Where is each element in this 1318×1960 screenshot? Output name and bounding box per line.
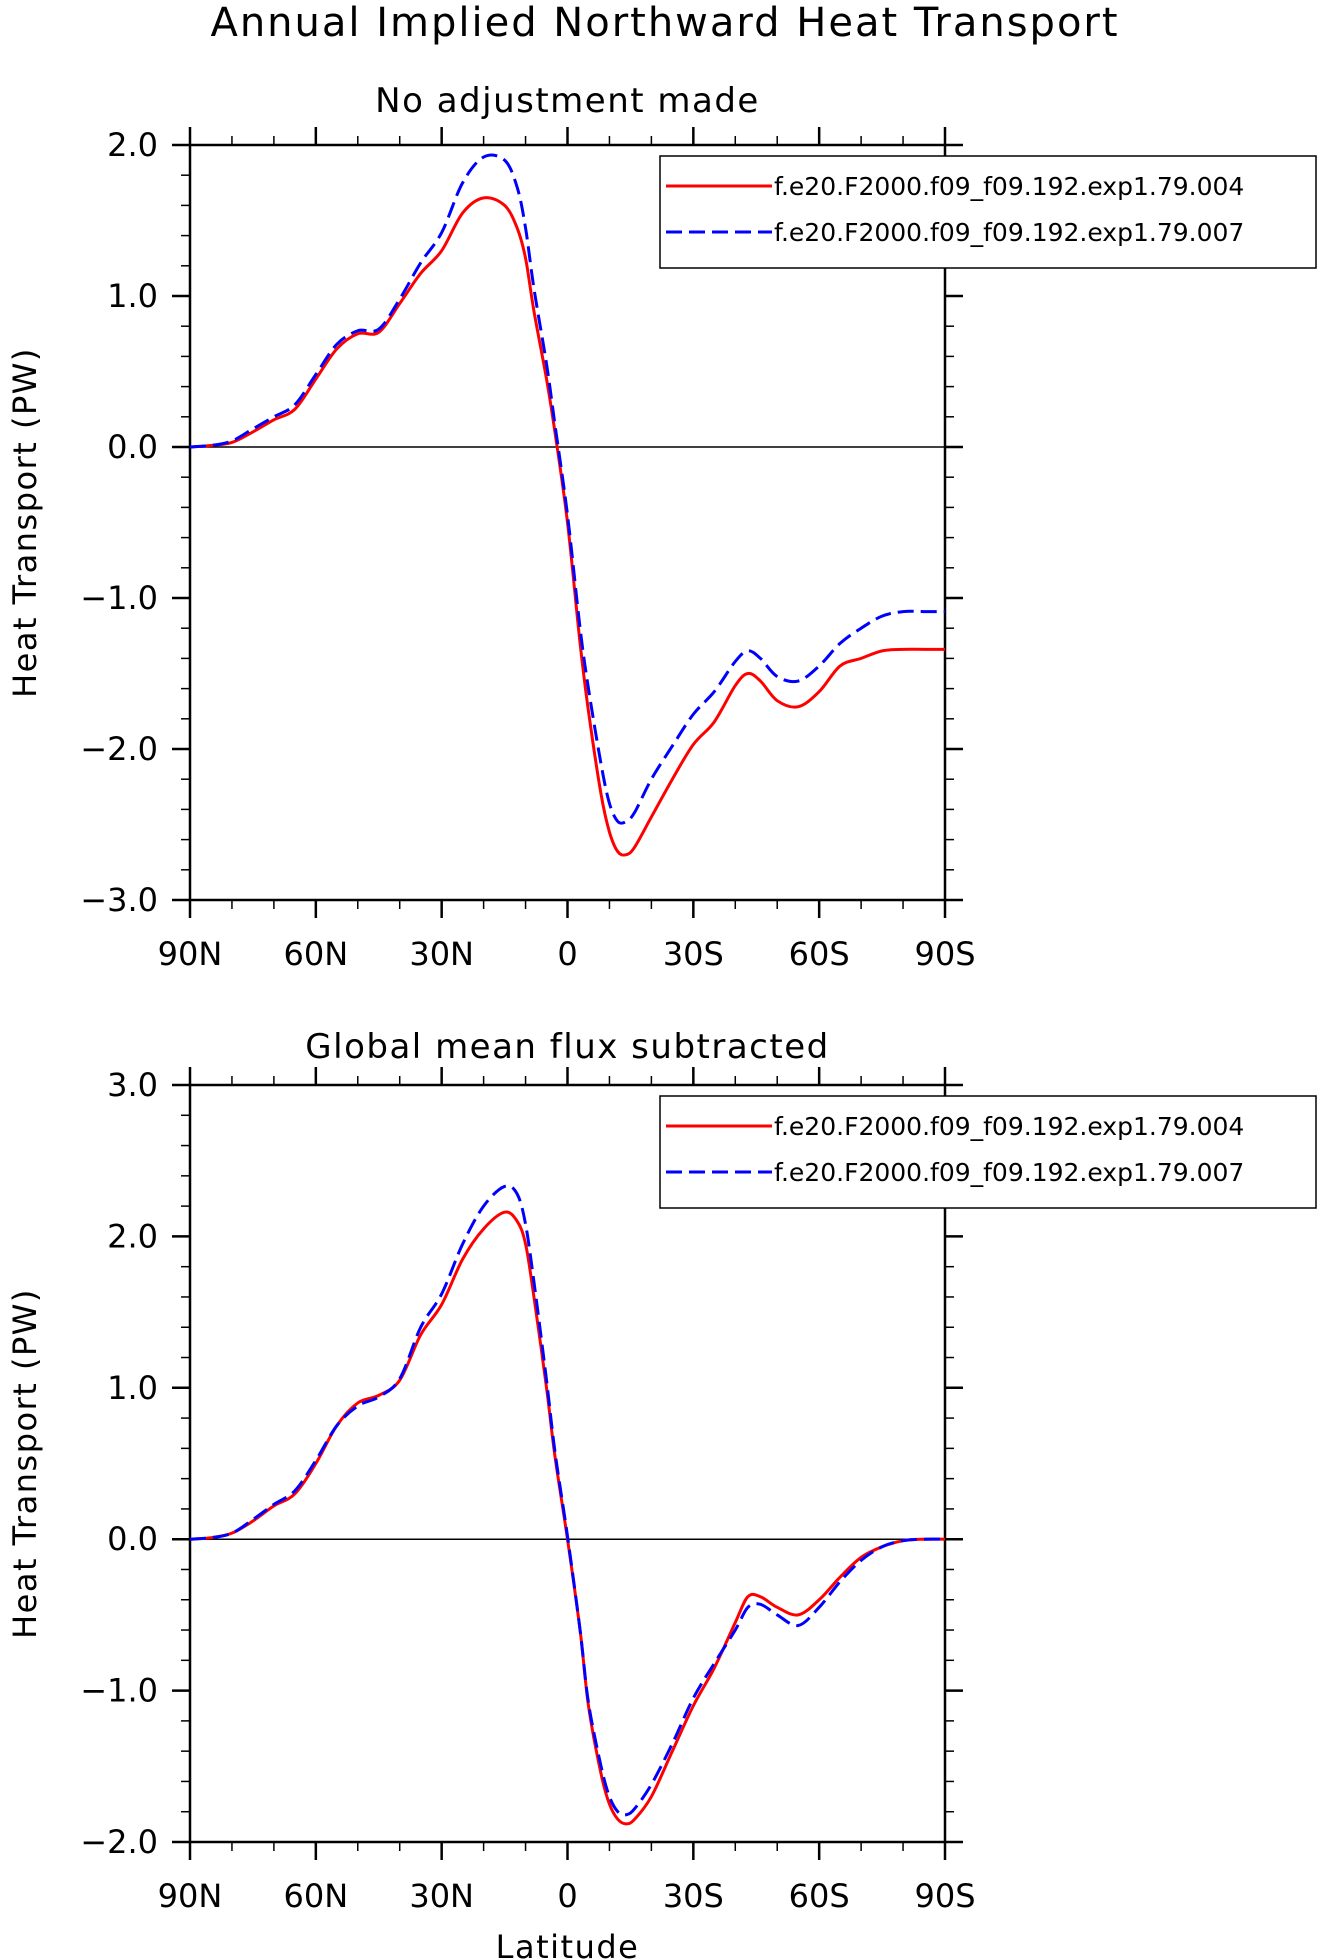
panels: No adjustment made2.01.00.0−1.0−2.0−3.09… — [6, 81, 1317, 1960]
panel-title: No adjustment made — [375, 81, 760, 121]
x-tick-label: 30S — [663, 935, 724, 973]
panel-title: Global mean flux subtracted — [305, 1027, 829, 1067]
x-tick-label: 30S — [663, 1877, 724, 1915]
y-axis-label: Heat Transport (PW) — [6, 1288, 44, 1639]
y-tick-label: 2.0 — [107, 1217, 158, 1255]
chart-panel-1: No adjustment made2.01.00.0−1.0−2.0−3.09… — [6, 81, 1317, 973]
legend-box — [659, 1095, 1317, 1209]
x-tick-label: 60S — [789, 935, 850, 973]
y-tick-label: 0.0 — [107, 428, 158, 466]
y-tick-label: 0.0 — [107, 1520, 158, 1558]
figure-title: Annual Implied Northward Heat Transport — [210, 0, 1119, 46]
legend-box — [659, 155, 1317, 269]
x-tick-label: 90N — [158, 1877, 223, 1915]
x-tick-label: 60N — [284, 1877, 349, 1915]
x-tick-label: 60S — [789, 1877, 850, 1915]
x-tick-label: 0 — [557, 1877, 577, 1915]
series-line-1 — [189, 1210, 946, 1826]
x-tick-label: 30N — [409, 1877, 474, 1915]
legend: f.e20.F2000.f09_f09.192.exp1.79.004 f.e20… — [659, 1095, 1317, 1209]
legend: f.e20.F2000.f09_f09.192.exp1.79.004 f.e20… — [659, 155, 1317, 269]
legend-label-1: f.e20.F2000.f09_f09.192.exp1.79.004 — [774, 172, 1244, 201]
y-tick-label: −3.0 — [80, 881, 158, 919]
legend-label-1: f.e20.F2000.f09_f09.192.exp1.79.004 — [774, 1112, 1244, 1141]
x-tick-label: 90S — [914, 1877, 975, 1915]
x-tick-label: 90N — [158, 935, 223, 973]
y-tick-label: 3.0 — [107, 1066, 158, 1104]
y-tick-label: −1.0 — [80, 1672, 158, 1710]
series-line-2 — [189, 1184, 946, 1817]
y-tick-label: 1.0 — [107, 277, 158, 315]
x-tick-label: 0 — [557, 935, 577, 973]
legend-label-2: f.e20.F2000.f09_f09.192.exp1.79.007 — [774, 1158, 1244, 1187]
y-tick-label: −2.0 — [80, 730, 158, 768]
x-axis-label: Latitude — [496, 1928, 640, 1960]
x-tick-label: 90S — [914, 935, 975, 973]
legend-label-2: f.e20.F2000.f09_f09.192.exp1.79.007 — [774, 218, 1244, 247]
series-line-2 — [189, 153, 945, 825]
y-tick-label: −1.0 — [80, 579, 158, 617]
y-axis-label: Heat Transport (PW) — [6, 347, 44, 698]
y-tick-label: 2.0 — [107, 126, 158, 164]
chart-panel-2: Global mean flux subtracted 3.0 2.0 1.0 0.0 −… — [6, 1027, 1317, 1960]
x-tick-label: 30N — [409, 935, 474, 973]
series-line-1 — [189, 196, 945, 857]
y-tick-label: −2.0 — [80, 1823, 158, 1861]
x-tick-label: 60N — [284, 935, 349, 973]
y-tick-label: 1.0 — [107, 1369, 158, 1407]
